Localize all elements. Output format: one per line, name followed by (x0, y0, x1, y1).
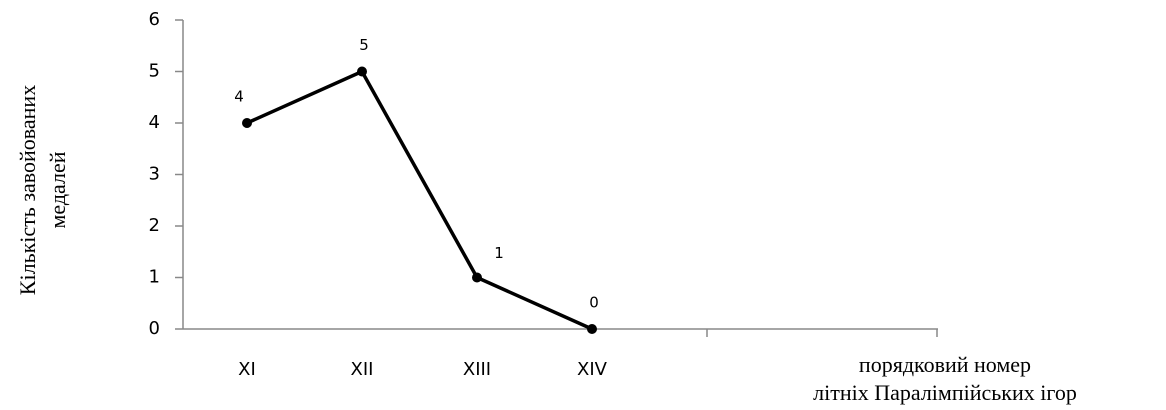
value-label: 5 (359, 36, 369, 54)
value-label: 0 (589, 294, 599, 312)
x-tick-label: XIII (463, 359, 491, 380)
point (587, 324, 597, 334)
y-tick-label: 6 (149, 9, 160, 30)
point (242, 118, 252, 128)
x-tick-label: XI (238, 359, 256, 380)
value-label: 4 (234, 88, 244, 106)
y-axis-label: Кількість завойованих медалей (15, 85, 70, 295)
x-label-line: порядковий номер (859, 352, 1031, 377)
x-tick-label: XII (351, 359, 374, 380)
y-tick-label: 2 (149, 215, 160, 236)
y-tick-label: 3 (149, 164, 160, 185)
value-label: 1 (494, 244, 504, 262)
y-tick-label: 1 (149, 267, 160, 288)
y-tick-label: 5 (149, 61, 160, 82)
y-label-line: медалей (45, 151, 70, 228)
point (357, 66, 367, 77)
y-tick-label: 4 (149, 112, 160, 133)
y-tick-label: 0 (149, 318, 160, 339)
y-label-line: Кількість завойованих (15, 85, 40, 295)
x-label-line: літніх Паралімпійських ігор (813, 380, 1077, 405)
x-tick-label: XIV (577, 359, 608, 380)
line (246, 69, 593, 331)
point (472, 272, 482, 283)
